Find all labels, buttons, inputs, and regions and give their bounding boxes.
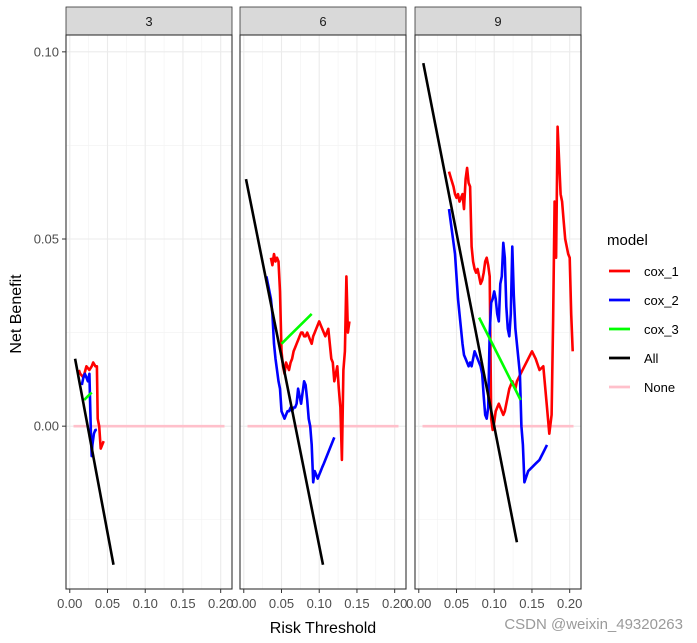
series-line-cox-2 bbox=[447, 208, 549, 484]
x-tick-label: 0.05 bbox=[95, 596, 120, 611]
legend-label: cox_1 bbox=[644, 264, 679, 279]
legend-item-cox-1: cox_1 bbox=[609, 264, 679, 279]
legend-label: cox_2 bbox=[644, 293, 679, 308]
legend-title: model bbox=[607, 232, 648, 249]
facet-strip bbox=[65, 6, 233, 36]
legend-label: All bbox=[644, 351, 659, 366]
panel-border bbox=[414, 34, 582, 590]
x-tick-label: 0.20 bbox=[557, 596, 582, 611]
series-line-cox-2 bbox=[265, 276, 336, 484]
gridlines bbox=[66, 35, 232, 589]
facet-panel-6: 6 0.00 0.05 0.10 0.15 0.20 bbox=[231, 6, 407, 611]
series-lines bbox=[244, 178, 399, 565]
legend-item-cox-2: cox_2 bbox=[609, 293, 679, 308]
x-tick-label: 0.05 bbox=[269, 596, 294, 611]
x-tick-label: 0.10 bbox=[307, 596, 332, 611]
x-tick-label: 0.20 bbox=[382, 596, 407, 611]
series-lines bbox=[73, 358, 225, 565]
legend-item-none: None bbox=[609, 380, 675, 395]
series-line-cox-3 bbox=[477, 317, 522, 401]
legend: model cox_1 cox_2 cox_3 All None bbox=[607, 232, 679, 395]
series-line-cox-3 bbox=[83, 391, 93, 401]
x-tick-label: 0.15 bbox=[519, 596, 544, 611]
facet-strip-label: 3 bbox=[145, 14, 152, 29]
x-tick-label: 0.15 bbox=[344, 596, 369, 611]
x-tick-label: 0.00 bbox=[57, 596, 82, 611]
x-tick-label: 0.15 bbox=[170, 596, 195, 611]
y-axis-title: Net Benefit bbox=[8, 274, 25, 354]
panel-border bbox=[65, 34, 233, 590]
facet-strip-label: 6 bbox=[319, 14, 326, 29]
watermark: CSDN @weixin_49320263 bbox=[504, 616, 683, 633]
y-axis: 0.00 0.05 0.10 bbox=[34, 44, 66, 434]
x-tick-label: 0.10 bbox=[133, 596, 158, 611]
series-lines bbox=[422, 62, 574, 543]
facet-panel-9: 9 0.00 0.05 0.10 0.15 0.20 bbox=[406, 6, 582, 611]
x-tick-label: 0.10 bbox=[482, 596, 507, 611]
x-tick-label: 0.00 bbox=[406, 596, 431, 611]
legend-label: None bbox=[644, 380, 675, 395]
x-tick-label: 0.05 bbox=[444, 596, 469, 611]
panel-border bbox=[239, 34, 407, 590]
series-line-all bbox=[73, 358, 115, 565]
facet-strip-label: 9 bbox=[494, 14, 501, 29]
facet-panels: 3 0.00 0.05 0.10 0.15 0.20 6 0.00 0.05 0.10 0.15 0.… bbox=[57, 6, 582, 611]
panel-background bbox=[66, 35, 232, 589]
legend-label: cox_3 bbox=[644, 322, 679, 337]
x-axis-title: Risk Threshold bbox=[270, 620, 376, 637]
facet-strip bbox=[414, 6, 582, 36]
facet-panel-3: 3 0.00 0.05 0.10 0.15 0.20 bbox=[57, 6, 233, 611]
y-tick-label: 0.10 bbox=[34, 44, 59, 59]
x-tick-label: 0.00 bbox=[231, 596, 256, 611]
series-line-cox-3 bbox=[280, 312, 313, 345]
y-tick-label: 0.05 bbox=[34, 232, 59, 247]
legend-item-all: All bbox=[609, 351, 659, 366]
x-tick-label: 0.20 bbox=[208, 596, 233, 611]
panel-background bbox=[240, 35, 406, 589]
series-line-cox-1 bbox=[447, 125, 574, 436]
y-tick-label: 0.00 bbox=[34, 419, 59, 434]
series-line-all bbox=[422, 62, 519, 543]
legend-items: cox_1 cox_2 cox_3 All None bbox=[609, 264, 679, 395]
series-line-cox-2 bbox=[80, 372, 97, 458]
series-line-all bbox=[244, 178, 325, 565]
legend-item-cox-3: cox_3 bbox=[609, 322, 679, 337]
